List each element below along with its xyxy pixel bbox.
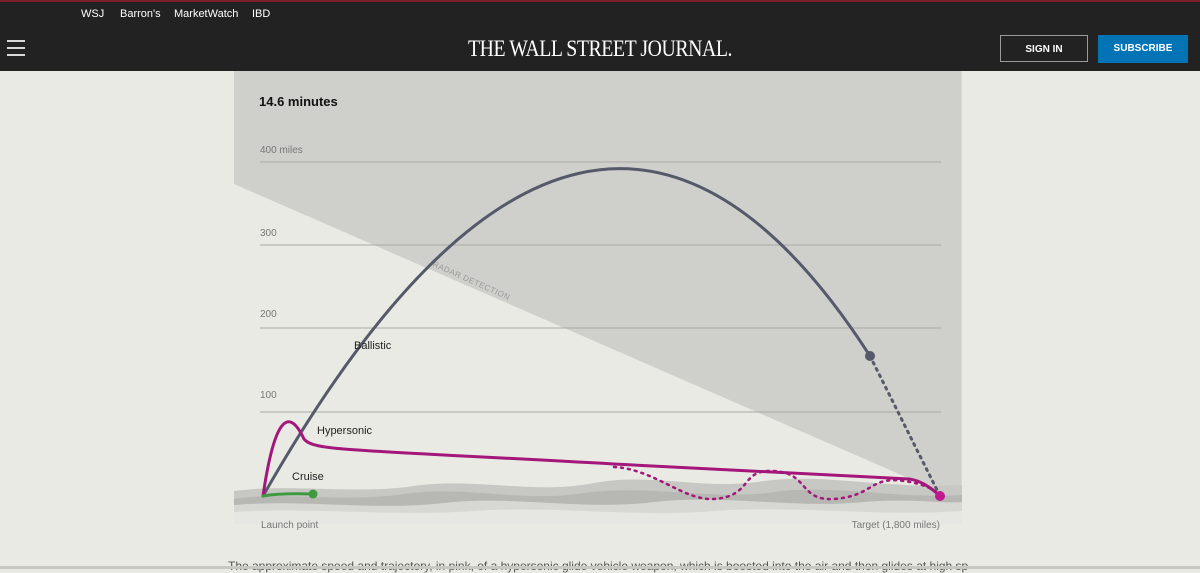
hypersonic-label: Hypersonic <box>317 425 373 437</box>
radar-zone <box>234 71 961 501</box>
subscribe-button[interactable]: SUBSCRIBE <box>1098 35 1188 63</box>
ballistic-marker <box>865 351 875 361</box>
window-bottom-bar <box>0 566 1200 569</box>
ballistic-terminal-path <box>868 354 942 498</box>
cruise-trajectory <box>261 492 315 498</box>
y-tick-label: 300 <box>260 228 277 239</box>
nav-link-wsj[interactable]: WSJ <box>81 8 105 20</box>
nav-link-marketwatch[interactable]: MarketWatch <box>174 8 239 20</box>
menu-icon[interactable] <box>7 40 25 56</box>
target-marker <box>935 491 945 501</box>
launch-point-label: Launch point <box>261 520 318 531</box>
nav-link-barrons[interactable]: Barron's <box>120 8 161 20</box>
duration-label: 14.6 minutes <box>259 94 338 109</box>
hypersonic-trajectory <box>261 420 942 498</box>
cruise-label: Cruise <box>292 471 324 483</box>
nav-link-ibd[interactable]: IBD <box>252 8 271 20</box>
cruise-marker <box>308 489 318 499</box>
ballistic-trajectory <box>261 167 872 498</box>
terrain <box>234 478 962 524</box>
site-header: THE WALL STREET JOURNAL. SIGN IN SUBSCRI… <box>0 27 1200 71</box>
y-tick-label: 200 <box>260 309 277 320</box>
hypersonic-maneuver-path <box>612 465 942 501</box>
y-tick-label: 400 miles <box>260 145 303 156</box>
top-accent-line <box>0 0 1200 2</box>
trajectory-graphic: 14.6 minutes 400 miles 300 200 100 RADAR… <box>234 71 962 531</box>
target-label: Target (1,800 miles) <box>852 520 940 531</box>
y-tick-label: 100 <box>260 390 277 401</box>
utility-nav: WSJ Barron's MarketWatch IBD <box>0 2 1200 27</box>
sign-in-button[interactable]: SIGN IN <box>1000 35 1088 62</box>
wsj-logo[interactable]: THE WALL STREET JOURNAL. <box>467 36 733 61</box>
ballistic-label: Ballistic <box>354 340 392 352</box>
